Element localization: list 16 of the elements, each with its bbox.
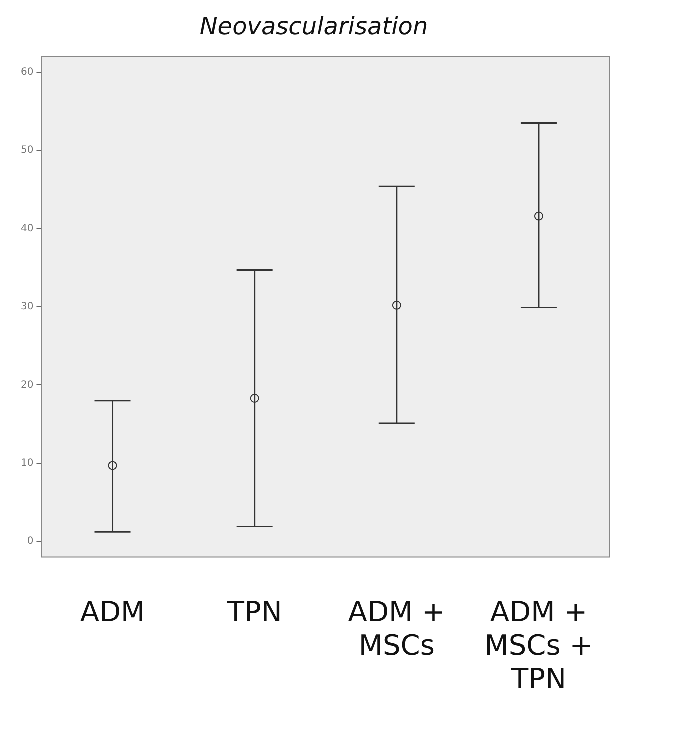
y-tick-label: 20 xyxy=(20,380,34,391)
y-tick-label: 30 xyxy=(20,302,34,313)
x-tick-label: ADM + MSCs + TPN xyxy=(484,595,594,696)
y-tick-label: 40 xyxy=(20,223,34,234)
x-tick-label: ADM xyxy=(80,595,146,628)
point xyxy=(534,212,544,221)
y-tick-label: 0 xyxy=(27,536,34,548)
point xyxy=(392,300,402,310)
point xyxy=(108,461,118,470)
x-tick-label: ADM + MSCs xyxy=(348,595,446,662)
y-tick-label: 60 xyxy=(20,67,34,78)
y-tick-label: 50 xyxy=(20,145,34,156)
point xyxy=(250,394,260,403)
chart-title: Neovascularisation xyxy=(200,12,428,41)
x-tick-label: TPN xyxy=(226,595,282,628)
y-tick-label: 10 xyxy=(20,458,34,469)
